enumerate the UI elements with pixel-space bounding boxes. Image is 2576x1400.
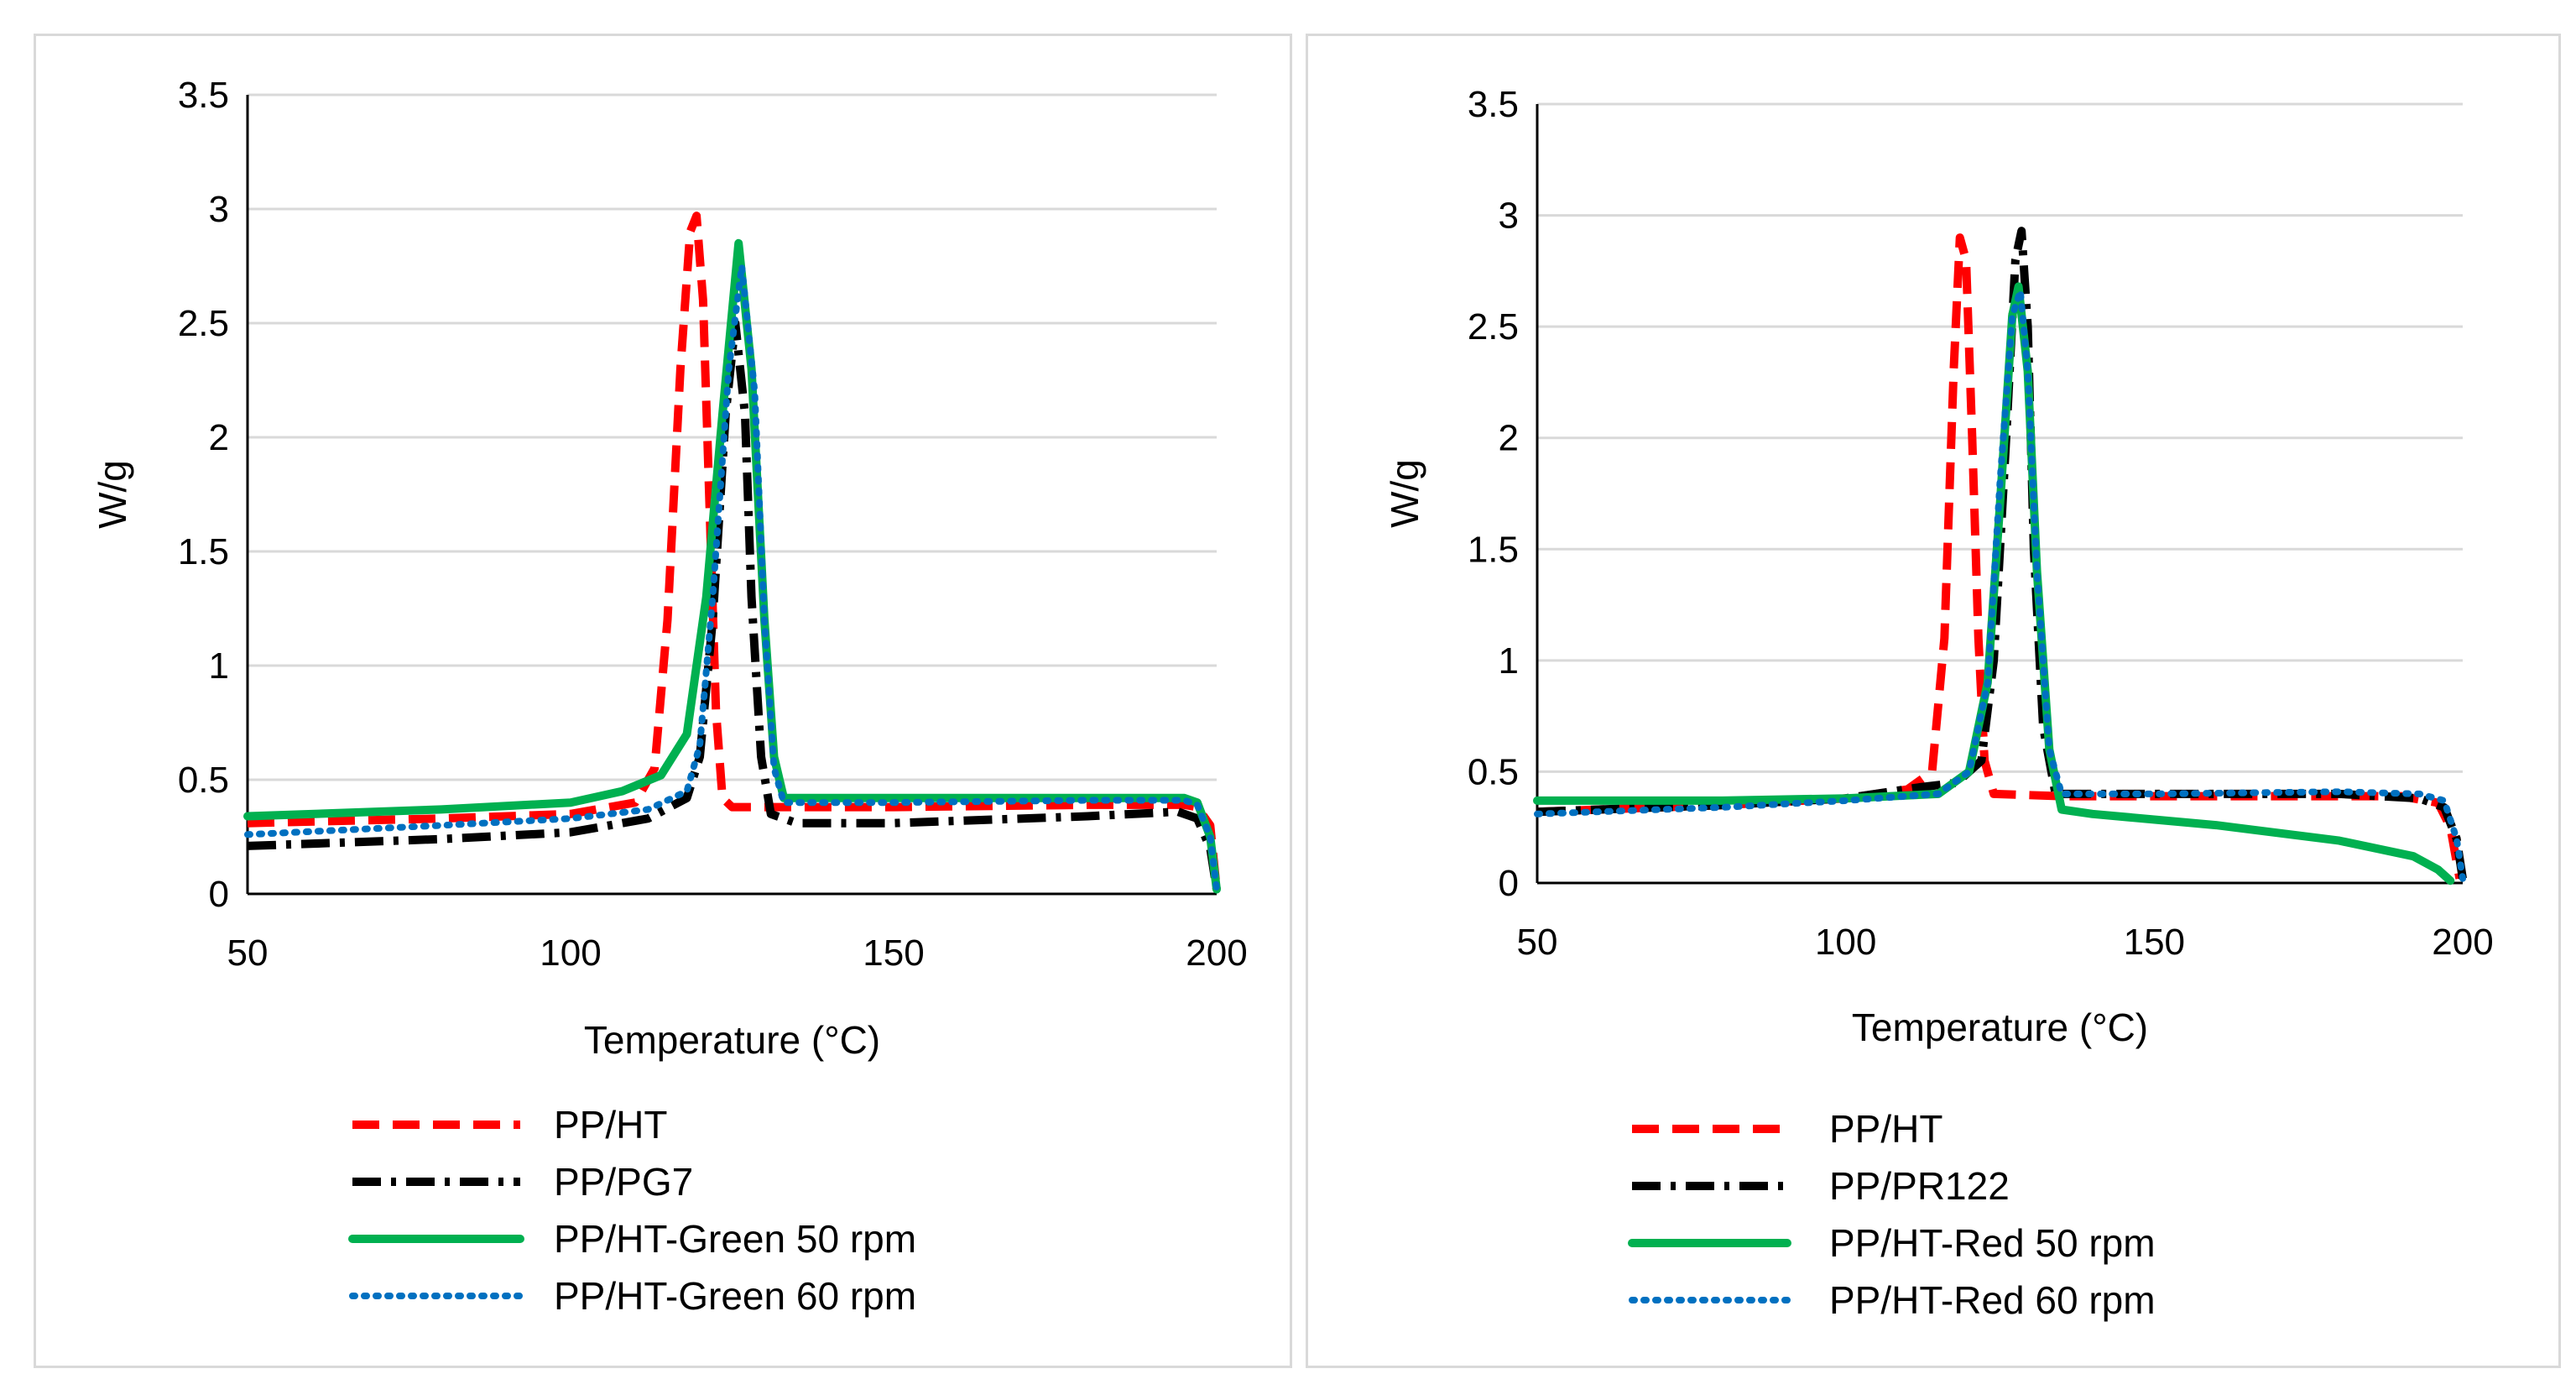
series-line-4 bbox=[244, 263, 1220, 893]
y-tick-label: 3 bbox=[1499, 196, 1519, 237]
y-tick-label: 3.5 bbox=[1468, 84, 1519, 125]
x-tick-label: 50 bbox=[1517, 922, 1558, 963]
y-axis-title: W/g bbox=[1383, 459, 1426, 528]
x-tick-label: 200 bbox=[1186, 932, 1247, 974]
legend-label: PP/HT bbox=[554, 1103, 667, 1147]
x-tick-label: 150 bbox=[2124, 922, 2185, 963]
y-tick-label: 3 bbox=[209, 189, 229, 230]
x-tick-label: 100 bbox=[540, 932, 601, 974]
legend-label: PP/HT-Green 50 rpm bbox=[554, 1217, 916, 1261]
series-line-3 bbox=[243, 238, 1221, 894]
y-tick-label: 1.5 bbox=[178, 531, 229, 572]
y-tick-label: 2.5 bbox=[178, 303, 229, 344]
legend-label: PP/HT-Green 60 rpm bbox=[554, 1274, 916, 1318]
y-tick-label: 0 bbox=[1499, 863, 1519, 904]
y-tick-label: 0.5 bbox=[1468, 751, 1519, 792]
legend-label: PP/HT-Red 60 rpm bbox=[1829, 1278, 2156, 1322]
y-tick-label: 0.5 bbox=[178, 760, 229, 801]
legend-label: PP/HT-Red 50 rpm bbox=[1829, 1221, 2156, 1265]
x-tick-label: 50 bbox=[227, 932, 269, 974]
legend-label: PP/PR122 bbox=[1829, 1164, 2010, 1208]
y-tick-label: 3.5 bbox=[178, 75, 229, 116]
y-tick-label: 2.5 bbox=[1468, 306, 1519, 347]
y-tick-label: 0 bbox=[209, 874, 229, 915]
x-tick-label: 100 bbox=[1815, 922, 1876, 963]
x-axis-title: Temperature (°C) bbox=[1852, 1006, 2148, 1049]
y-tick-label: 1 bbox=[209, 645, 229, 687]
x-axis-title: Temperature (°C) bbox=[584, 1018, 880, 1062]
right-chart-panel bbox=[1306, 34, 2561, 1368]
x-tick-label: 200 bbox=[2432, 922, 2493, 963]
y-tick-label: 1 bbox=[1499, 640, 1519, 682]
x-tick-label: 150 bbox=[863, 932, 924, 974]
legend-label: PP/HT bbox=[1829, 1107, 1942, 1151]
y-axis-title: W/g bbox=[91, 460, 134, 529]
legend-label: PP/PG7 bbox=[554, 1160, 693, 1204]
series-line-2 bbox=[1536, 227, 2467, 880]
y-tick-label: 2 bbox=[209, 417, 229, 458]
series-line-4 bbox=[1534, 287, 2466, 882]
y-tick-label: 2 bbox=[1499, 418, 1519, 459]
series-line-1 bbox=[247, 212, 1221, 891]
y-tick-label: 1.5 bbox=[1468, 529, 1519, 570]
